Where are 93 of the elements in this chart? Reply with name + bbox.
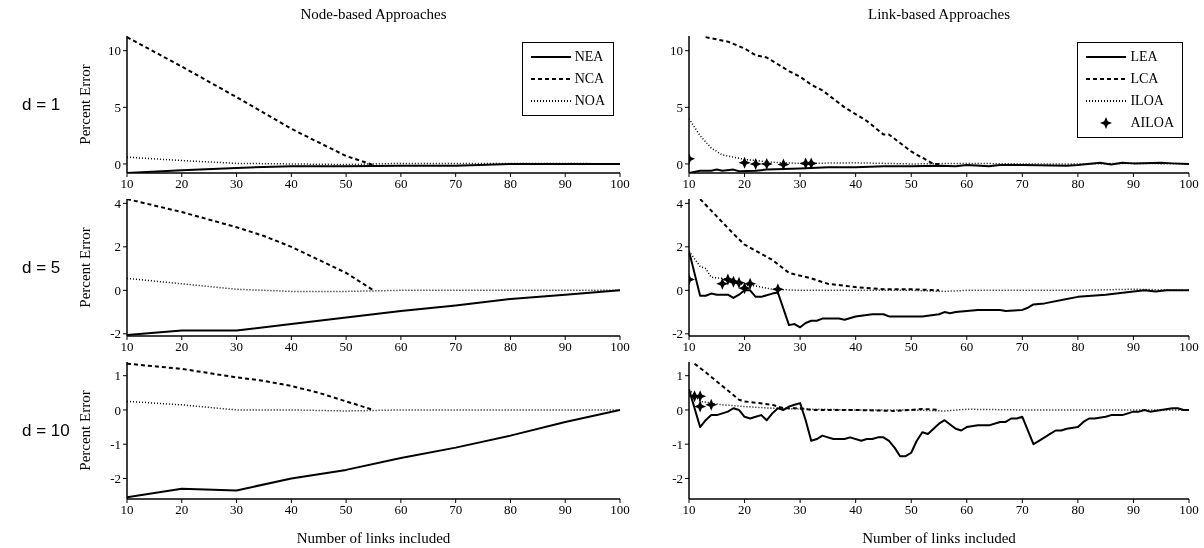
y-tick-label: -1 <box>110 436 121 452</box>
x-tick-label: 30 <box>230 502 244 518</box>
x-tick-label: 30 <box>793 176 807 192</box>
x-tick-label: 100 <box>1179 176 1199 192</box>
x-tick-label: 70 <box>449 176 463 192</box>
legend-label: AILOA <box>1130 115 1174 131</box>
x-tick-label: 60 <box>960 339 974 355</box>
x-tick-label: 30 <box>793 502 807 518</box>
x-tick-label: 100 <box>1179 502 1199 518</box>
legend-label: ILOA <box>1130 93 1164 109</box>
y-tick-label: -2 <box>672 326 683 342</box>
x-tick-label: 20 <box>175 176 189 192</box>
y-tick-label: 10 <box>108 43 121 59</box>
x-tick-label: 70 <box>449 502 463 518</box>
y-axis-title: Percent Error <box>77 390 94 471</box>
x-tick-label: 70 <box>1015 502 1029 518</box>
y-tick-label: 0 <box>114 156 121 172</box>
x-tick-label: 50 <box>339 176 353 192</box>
chart-title: Node-based Approaches <box>299 6 448 23</box>
x-tick-label: 60 <box>394 502 408 518</box>
y-tick-label: 0 <box>114 402 121 418</box>
x-tick-label: 20 <box>738 176 752 192</box>
text: d = 1 <box>22 94 61 115</box>
x-tick-label: 80 <box>503 502 517 518</box>
y-tick-label: 1 <box>114 368 121 384</box>
x-axis-title: Number of links included <box>296 530 451 546</box>
x-tick-label: 30 <box>793 339 807 355</box>
x-tick-label: 100 <box>610 502 630 518</box>
y-tick-label: 5 <box>114 99 121 115</box>
x-tick-label: 60 <box>960 176 974 192</box>
x-tick-label: 90 <box>1126 502 1140 518</box>
text: d = 5 <box>22 257 61 278</box>
x-tick-label: 40 <box>849 176 863 192</box>
text: d = 10 <box>22 420 70 441</box>
x-tick-label: 50 <box>339 339 353 355</box>
x-tick-label: 30 <box>230 339 244 355</box>
x-tick-label: 60 <box>394 176 408 192</box>
y-tick-label: 0 <box>676 282 683 298</box>
x-tick-label: 50 <box>904 176 918 192</box>
x-tick-label: 100 <box>1179 339 1199 355</box>
legend-label: LEA <box>1130 49 1158 65</box>
x-tick-label: 40 <box>284 339 298 355</box>
x-tick-label: 40 <box>849 502 863 518</box>
x-tick-label: 80 <box>1071 339 1085 355</box>
x-tick-label: 30 <box>230 176 244 192</box>
x-tick-label: 50 <box>904 502 918 518</box>
x-tick-label: 100 <box>610 339 630 355</box>
x-tick-label: 40 <box>284 502 298 518</box>
chart-title: Link-based Approaches <box>866 6 1011 23</box>
y-tick-label: 4 <box>676 195 684 211</box>
x-tick-label: 100 <box>610 176 630 192</box>
x-tick-label: 20 <box>738 339 752 355</box>
x-tick-label: 20 <box>738 502 752 518</box>
x-tick-label: 50 <box>904 339 918 355</box>
legend-label: NOA <box>574 93 605 109</box>
x-tick-label: 40 <box>284 176 298 192</box>
y-tick-label: -2 <box>110 471 121 487</box>
x-axis-title: Number of links included <box>862 530 1017 546</box>
x-tick-label: 80 <box>1071 502 1085 518</box>
x-tick-label: 50 <box>339 502 353 518</box>
x-tick-label: 70 <box>449 339 463 355</box>
legend-label: NEA <box>574 49 604 65</box>
y-tick-label: -1 <box>672 436 683 452</box>
y-tick-label: 0 <box>676 156 683 172</box>
y-tick-label: -2 <box>110 326 121 342</box>
y-axis-title: Percent Error <box>77 64 94 145</box>
x-tick-label: 60 <box>394 339 408 355</box>
y-axis-title: Percent Error <box>77 227 94 308</box>
x-tick-label: 60 <box>960 502 974 518</box>
x-tick-label: 90 <box>558 339 572 355</box>
x-tick-label: 90 <box>558 502 572 518</box>
x-tick-label: 90 <box>1126 339 1140 355</box>
x-tick-label: 70 <box>1015 339 1029 355</box>
y-tick-label: -2 <box>672 471 683 487</box>
x-tick-label: 70 <box>1015 176 1029 192</box>
y-tick-label: 0 <box>676 402 683 418</box>
y-tick-label: 1 <box>676 368 683 384</box>
y-tick-label: 2 <box>114 239 121 255</box>
x-tick-label: 80 <box>503 339 517 355</box>
x-tick-label: 20 <box>175 339 189 355</box>
x-tick-label: 90 <box>558 176 572 192</box>
y-tick-label: 10 <box>670 43 683 59</box>
y-tick-label: 0 <box>114 282 121 298</box>
x-tick-label: 80 <box>503 176 517 192</box>
legend-label: NCA <box>574 71 605 87</box>
legend-label: LCA <box>1130 71 1159 87</box>
x-tick-label: 20 <box>175 502 189 518</box>
x-tick-label: 80 <box>1071 176 1085 192</box>
x-tick-label: 90 <box>1126 176 1140 192</box>
y-tick-label: 2 <box>676 239 683 255</box>
y-tick-label: 4 <box>114 195 122 211</box>
y-tick-label: 5 <box>676 99 683 115</box>
x-tick-label: 40 <box>849 339 863 355</box>
